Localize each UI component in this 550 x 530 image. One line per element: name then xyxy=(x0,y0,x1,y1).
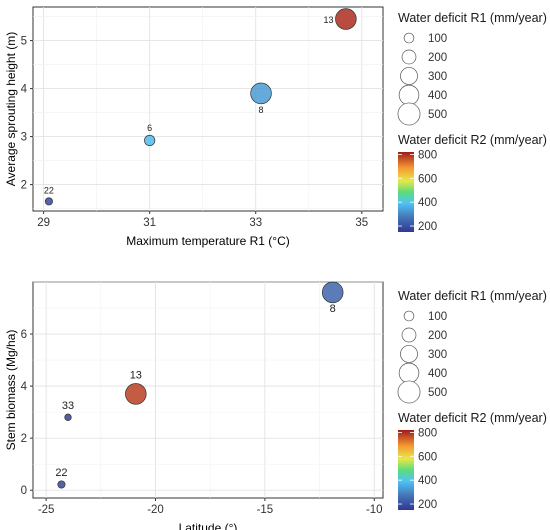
y-axis-label-1: Average sprouting height (m) xyxy=(4,32,18,187)
color-tick-label: 200 xyxy=(418,221,437,233)
data-point-33 xyxy=(64,413,72,421)
size-legend-key xyxy=(401,327,417,343)
color-legend-title: Water deficit R2 (mm/year) xyxy=(398,133,547,147)
plot-area-2 xyxy=(32,281,384,499)
y-tick-label: 2 xyxy=(21,433,27,445)
size-legend-key xyxy=(400,345,418,363)
color-tick-label: 400 xyxy=(418,475,437,487)
point-label: 8 xyxy=(330,303,336,315)
point-label: 6 xyxy=(147,123,152,133)
y-tick-label: 4 xyxy=(21,381,28,393)
data-point-8 xyxy=(321,281,344,304)
x-axis-label-2: Latitude (°) xyxy=(179,521,238,530)
size-legend-key xyxy=(401,49,417,65)
point-label: 22 xyxy=(55,467,67,479)
size-legend-title: Water deficit R1 (mm/year) xyxy=(398,289,547,303)
y-axis-label-2: Stem biomass (Mg/ha) xyxy=(4,330,18,451)
size-legend-label: 200 xyxy=(428,52,447,64)
size-legend-label: 500 xyxy=(428,109,447,121)
color-tick-label: 600 xyxy=(418,451,437,463)
color-tick-label: 800 xyxy=(418,149,437,161)
y-tick-label: 0 xyxy=(21,485,27,497)
y-tick-label: 6 xyxy=(21,329,27,341)
size-legend-key xyxy=(397,380,421,404)
legend-group-2: Water deficit R1 (mm/year) 100 200 300 400 50… xyxy=(397,289,547,511)
x-tick-label: -10 xyxy=(366,504,383,516)
x-tick-label: 35 xyxy=(355,217,368,229)
y-tick-label: 5 xyxy=(21,36,27,48)
ticks-1: 29 31 33 35 2 3 4 5 xyxy=(21,36,369,229)
point-label: 13 xyxy=(130,370,142,382)
panel-sprouting-height: 29 31 33 35 2 3 4 5 22 6 8 13 Maximum temperature … xyxy=(4,6,384,248)
size-legend-label: 100 xyxy=(428,311,447,323)
data-point-22 xyxy=(44,197,53,206)
color-bar xyxy=(398,430,414,510)
size-legend-key xyxy=(397,102,421,126)
size-legend-label: 300 xyxy=(428,349,447,361)
color-legend-title: Water deficit R2 (mm/year) xyxy=(398,411,547,425)
x-tick-label: 33 xyxy=(249,217,262,229)
x-tick-label: -25 xyxy=(38,504,55,516)
size-legend-key xyxy=(398,84,420,106)
data-point-13 xyxy=(335,8,357,30)
size-legend-key xyxy=(398,362,420,384)
color-bar xyxy=(398,152,414,232)
y-tick-label: 4 xyxy=(21,84,28,96)
y-tick-label: 3 xyxy=(21,132,27,144)
size-legend-label: 400 xyxy=(428,90,447,102)
data-point-13 xyxy=(125,383,147,405)
plot-area-1 xyxy=(32,6,384,212)
color-tick-label: 600 xyxy=(418,173,437,185)
x-tick-label: 31 xyxy=(143,217,156,229)
color-tick-label: 200 xyxy=(418,499,437,511)
data-point-6 xyxy=(144,134,156,146)
legend-group-1: Water deficit R1 (mm/year) 100 200 300 400 50… xyxy=(397,11,547,233)
size-legend-key xyxy=(403,310,415,322)
size-legend-title: Water deficit R1 (mm/year) xyxy=(398,11,547,25)
size-legend-label: 300 xyxy=(428,71,447,83)
x-tick-label: 29 xyxy=(37,217,50,229)
size-legend-label: 400 xyxy=(428,368,447,380)
point-label: 13 xyxy=(323,15,333,25)
grid-2 xyxy=(33,281,383,498)
x-tick-label: -15 xyxy=(257,504,274,516)
points-1: 22 6 8 13 xyxy=(44,8,357,206)
panel-stem-biomass: -25 -20 -15 -10 0 2 4 6 22 33 13 8 Latitude (°) St… xyxy=(4,281,384,530)
color-tick-label: 800 xyxy=(418,427,437,439)
ticks-2: -25 -20 -15 -10 0 2 4 6 xyxy=(21,329,383,516)
point-label: 22 xyxy=(44,186,54,196)
points-2: 22 33 13 8 xyxy=(55,281,344,489)
x-tick-label: -20 xyxy=(147,504,164,516)
x-axis-label-1: Maximum temperature R1 (°C) xyxy=(126,234,290,248)
size-legend-label: 500 xyxy=(428,387,447,399)
grid-1 xyxy=(33,7,383,211)
size-legend-key xyxy=(400,67,418,85)
data-point-8 xyxy=(250,82,272,105)
point-label: 8 xyxy=(259,105,264,115)
color-tick-label: 400 xyxy=(418,197,437,209)
data-point-22 xyxy=(57,480,66,489)
point-label: 33 xyxy=(62,400,74,412)
size-legend-label: 200 xyxy=(428,330,447,342)
size-legend-label: 100 xyxy=(428,33,447,45)
y-tick-label: 2 xyxy=(21,180,27,192)
size-legend-key xyxy=(403,32,415,44)
